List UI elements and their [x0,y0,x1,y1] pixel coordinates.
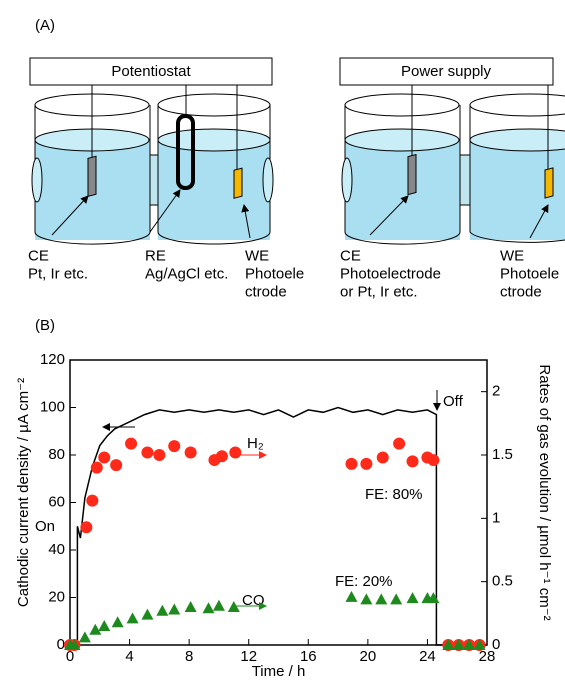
x-tick-label: 4 [125,648,133,665]
h2-point [360,457,373,470]
y2-tick-label: 1 [492,509,500,526]
co-point [442,639,455,650]
co-point [463,639,476,650]
panel-label: (A) [35,17,55,34]
electrode-label: Photoele [245,265,304,282]
co-point [202,602,215,614]
co-point [452,639,465,650]
h2-point [153,449,166,461]
electrode-label: Photoele [500,265,559,282]
h2-point [80,521,93,534]
y-axis-label: Cathodic current density / µA cm⁻² [15,378,32,607]
y-tick-label: 80 [48,446,65,463]
co-point [126,612,139,624]
electrode-label: WE [500,247,524,264]
h2-point [90,461,103,474]
x-tick-label: 28 [479,648,496,665]
h2-point [184,446,197,459]
co-point [427,592,440,604]
electrode-label: CE [340,247,361,264]
x-tick-label: 8 [185,648,193,665]
annotation: On [35,518,55,535]
box-label: Potentiostat [111,63,191,80]
h2-point [98,451,111,464]
x-tick-label: 12 [240,648,257,665]
chart: (B)0 4 8 12 16 20 24 2802040608010012000.511.52… [15,317,553,680]
co-point [78,631,91,643]
co-point [375,593,388,605]
annotation: Off [443,393,464,410]
electrode-label: ctrode [245,283,287,300]
electrode-label: Ag/AgCl etc. [145,265,228,282]
h2-point [86,494,99,507]
x-axis-label: Time / h [252,663,306,680]
h2-point [215,450,228,463]
x-tick-label: 16 [300,648,317,665]
h2-point [110,459,123,472]
series-label: CO [242,592,265,609]
electrode-label: CE [28,247,49,264]
co-point [98,620,111,631]
co-point [68,639,81,650]
co-point [89,623,102,635]
y2-tick-label: 2 [492,383,500,400]
co-point [473,639,486,650]
electrode-label: WE [245,247,269,264]
annotation: FE: 20% [335,573,393,590]
co-point [111,616,124,628]
h2-point [393,437,406,450]
co-point [168,603,181,615]
electrode-label: Pt, Ir etc. [28,265,88,282]
co-point [345,590,358,602]
annotation: FE: 80% [365,486,423,503]
electrode-label: Photoelectrode [340,265,441,282]
co-point [390,593,403,605]
y-tick-label: 0 [57,636,65,653]
h2-point [229,446,242,459]
h2-point [141,446,154,459]
y-tick-label: 100 [40,398,65,415]
h2-point [125,437,138,450]
series-label: H₂ [247,435,264,452]
co-point [156,604,169,616]
current-line [70,406,487,646]
h2-point [345,457,358,470]
panel-label: (B) [35,317,55,334]
x-tick-label: 0 [66,648,74,665]
y-tick-label: 20 [48,588,65,605]
x-tick-label: 20 [360,648,377,665]
h2-point [406,455,419,468]
y2-tick-label: 1.5 [492,446,513,463]
h2-point [168,440,181,453]
co-point [184,601,197,612]
y-tick-label: 40 [48,541,65,558]
co-point [212,599,225,611]
co-point [141,608,154,620]
y-tick-label: 120 [40,351,65,368]
cell-setup [29,57,274,245]
electrode-label: ctrode [500,283,542,300]
y2-tick-label: 0.5 [492,573,513,590]
x-tick-label: 24 [419,648,436,665]
co-point [360,593,373,605]
y2-axis-label: Rates of gas evolution / µmol h⁻¹ cm⁻² [536,364,553,620]
box-label: Power supply [401,63,492,80]
h2-point [376,451,389,464]
co-point [406,592,419,604]
cell-setup [339,57,565,245]
electrode-label: RE [145,247,166,264]
h2-point [427,454,440,467]
electrode-label: or Pt, Ir etc. [340,283,418,300]
y-tick-label: 60 [48,493,65,510]
y2-tick-label: 0 [492,636,500,653]
diagram: (A) [28,17,565,300]
